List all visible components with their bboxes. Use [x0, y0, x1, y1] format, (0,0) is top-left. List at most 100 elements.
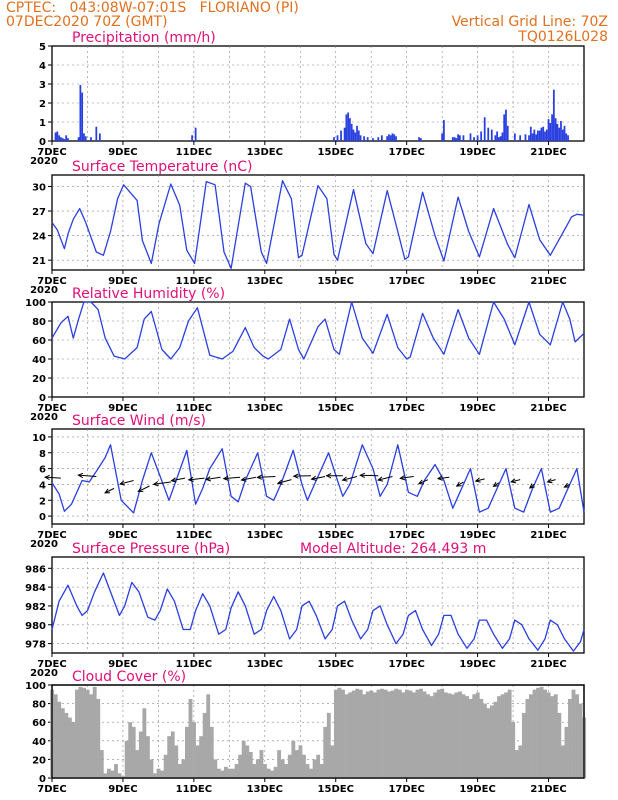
- pressure-xtick-label: 17DEC: [388, 659, 424, 670]
- cloud-xtick-label: 15DEC: [318, 784, 354, 795]
- wind-arrow: [257, 476, 276, 478]
- cloud-column: [355, 688, 360, 778]
- cloud-column: [387, 691, 392, 778]
- cloud-column: [302, 754, 306, 778]
- cloud-column: [348, 692, 352, 778]
- cloud-column: [245, 745, 250, 778]
- cloud-column: [284, 764, 289, 778]
- precip-xtick-label: 13DEC: [247, 147, 283, 158]
- cloud-column: [85, 689, 90, 778]
- cloud-column: [411, 692, 416, 778]
- cloud-column: [337, 687, 342, 778]
- precip-bar: [554, 118, 557, 141]
- temp-xtick-label: 15DEC: [318, 276, 354, 287]
- wind-arrow: [311, 476, 326, 480]
- wind-arrow: [437, 476, 450, 480]
- pressure-series-line: [51, 572, 585, 652]
- rh-xtick-label: 21DEC: [530, 403, 566, 414]
- wind-arrow: [400, 476, 414, 479]
- wind-arrow: [45, 476, 61, 479]
- wind-ytick-label: 0: [39, 512, 46, 523]
- precip-year-label: 2020: [30, 156, 58, 167]
- precip-bar: [542, 126, 545, 141]
- precip-bar: [336, 135, 339, 141]
- cloud-column: [124, 740, 129, 778]
- precip-bar: [65, 135, 68, 141]
- wind-ytick-label: 2: [39, 496, 46, 507]
- wind-arrow: [377, 476, 393, 481]
- cloud-column: [397, 689, 402, 778]
- wind-arrow: [342, 476, 358, 481]
- precip-bar: [528, 135, 530, 141]
- wind-arrow-head: [563, 482, 570, 488]
- cloud-column: [550, 696, 555, 778]
- precip-bar: [380, 135, 383, 141]
- pressure-xtick-label: 21DEC: [530, 659, 566, 670]
- cloud-column: [64, 712, 69, 778]
- wind-arrow-head: [292, 473, 299, 479]
- wind-arrow: [223, 476, 241, 480]
- cloud-column: [511, 722, 516, 778]
- cloud-ytick-label: 80: [32, 700, 46, 711]
- precip-bar: [357, 130, 360, 141]
- wind-xtick-label: 15DEC: [318, 530, 354, 541]
- cloud-column: [142, 708, 147, 778]
- pressure-xtick-label: 9DEC: [108, 659, 137, 670]
- cloud-column: [390, 690, 395, 778]
- precip-bar: [372, 138, 374, 141]
- precip-xtick-label: 19DEC: [459, 147, 495, 158]
- cloud-column: [92, 686, 97, 778]
- cloud-column: [82, 687, 86, 778]
- cloud-column: [401, 692, 406, 778]
- cloud-column: [106, 768, 111, 778]
- precip-bar: [513, 133, 516, 141]
- wind-arrow-head: [325, 473, 332, 479]
- wind-arrow-head: [436, 475, 443, 481]
- precip-bar: [363, 136, 365, 141]
- cloud-column: [529, 694, 533, 778]
- precip-bar: [537, 130, 539, 141]
- wind-arrow-head: [187, 476, 194, 482]
- cloud-xtick-label: 7DEC: [37, 784, 66, 795]
- cloud-column: [263, 764, 267, 778]
- cloud-xtick-label: 17DEC: [388, 784, 424, 795]
- precip-xtick-label: 21DEC: [530, 147, 566, 158]
- precip-bar: [63, 139, 66, 141]
- precip-bar: [503, 114, 506, 141]
- cloud-column: [316, 754, 321, 778]
- cloud-column: [326, 712, 331, 778]
- precip-bar: [419, 138, 422, 141]
- precip-bar: [494, 135, 497, 141]
- rh-ytick-label: 60: [32, 336, 46, 347]
- precip-bar: [567, 135, 569, 141]
- wind-arrow-head: [510, 478, 517, 484]
- cloud-column: [138, 731, 143, 778]
- wind-arrow-head: [118, 480, 126, 486]
- wind-ytick-label: 6: [39, 465, 46, 476]
- wind-arrow-head: [77, 472, 84, 479]
- temp-year-label: 2020: [30, 285, 58, 296]
- precip-bar: [349, 118, 351, 141]
- cloud-column: [234, 764, 239, 778]
- precip-bar: [194, 127, 197, 141]
- precip-ytick-label: 0: [39, 137, 46, 148]
- temp-xtick-label: 9DEC: [108, 276, 137, 287]
- cloud-column: [227, 768, 232, 778]
- precip-bar: [540, 127, 543, 141]
- precip-bar: [533, 129, 536, 141]
- cloud-column: [525, 698, 530, 778]
- cloud-column: [121, 776, 126, 778]
- wind-arrow-head: [341, 476, 348, 482]
- cloud-column: [383, 689, 388, 778]
- precip-bar: [77, 137, 80, 141]
- cloud-column: [518, 745, 523, 778]
- header-station: CPTEC: 043:08W-07:01S FLORIANO (PI): [6, 0, 299, 16]
- rh-xtick-label: 19DEC: [459, 403, 495, 414]
- precip-bar: [560, 121, 562, 141]
- cloud-column: [493, 701, 498, 778]
- precip-bar: [340, 130, 342, 141]
- precip-bar: [354, 132, 357, 141]
- temp-ytick-label: 24: [32, 232, 46, 243]
- wind-title: Surface Wind (m/s): [72, 413, 206, 429]
- precip-bar: [561, 129, 564, 141]
